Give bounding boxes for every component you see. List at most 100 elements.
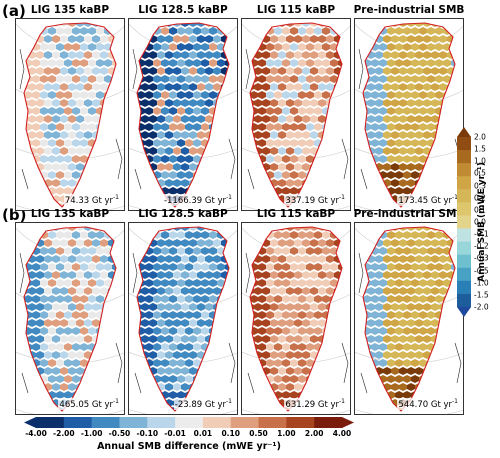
colorbar-tick-label: 0.2 — [474, 193, 486, 203]
integrated-smb-label: -23.89 Gt yr-1 — [173, 398, 233, 410]
colorbar-tick-label: 2.00 — [304, 429, 324, 438]
colorbar-segment — [230, 417, 260, 428]
integrated-smb-value: -23.89 Gt yr — [174, 400, 227, 410]
greenland-map: 631.29 Gt yr-1 — [241, 222, 351, 415]
colorbar-segment — [36, 417, 65, 428]
colorbar-segment — [457, 137, 471, 151]
panel-title: LIG 115 kaBP — [256, 4, 336, 16]
unit-exponent: -1 — [226, 194, 232, 202]
colorbar-tick-label: -1.00 — [80, 429, 103, 438]
difference-colorbar — [24, 417, 354, 428]
unit-exponent: -1 — [452, 398, 458, 406]
integrated-smb-value: -1166.39 Gt yr — [163, 196, 227, 206]
colorbar-segment — [457, 150, 471, 164]
colorbar-extend-min — [457, 307, 471, 317]
colorbar-tick-label: -2.0 — [474, 302, 489, 312]
colorbar-segment — [314, 417, 343, 428]
panel-title: LIG 128.5 kaBP — [138, 4, 228, 16]
integrated-smb-value: 544.70 Gt yr — [398, 400, 453, 410]
colorbar-tick-label: 1.0 — [474, 156, 486, 166]
colorbar-tick-label: 0.5 — [474, 168, 486, 178]
colorbar-tick-label: -0.50 — [108, 429, 131, 438]
colorbar-segment — [258, 417, 287, 428]
colorbar-tick-label: -4.00 — [25, 429, 47, 438]
colorbar-tick-label: 1.00 — [277, 429, 296, 438]
panel-title: Pre-industrial SMB — [353, 208, 465, 220]
integrated-smb-label: 173.45 Gt yr-1 — [397, 194, 459, 206]
unit-exponent: -1 — [339, 398, 345, 406]
colorbar-segment — [63, 417, 93, 428]
panel-title: LIG 135 kaBP — [30, 4, 110, 16]
smb-field — [129, 226, 237, 414]
integrated-smb-label: 74.33 Gt yr-1 — [63, 194, 120, 206]
colorbar-tick-label: 0.3 — [474, 181, 486, 191]
colorbar-segment — [457, 280, 471, 295]
colorbar-segment — [457, 202, 471, 216]
colorbar-tick-label: -0.3 — [474, 253, 489, 263]
smb-colorbar — [457, 127, 471, 317]
greenland-map: -23.89 Gt yr-1 — [128, 222, 238, 415]
greenland-map: 544.70 Gt yr-1 — [354, 222, 464, 415]
integrated-smb-value: 74.33 Gt yr — [64, 196, 114, 206]
colorbar-tick-label: 0.10 — [221, 429, 240, 438]
integrated-smb-label: 465.05 Gt yr-1 — [58, 398, 120, 410]
colorbar-tick-label: 4.00 — [332, 429, 352, 438]
colorbar-tick-label: 0.1 — [474, 205, 486, 215]
smb-field — [16, 226, 124, 414]
greenland-map: 465.05 Gt yr-1 — [15, 222, 125, 415]
colorbar-tick-label: 2.0 — [474, 132, 486, 142]
colorbar-tick-label: 1.5 — [474, 144, 486, 154]
unit-exponent: -1 — [452, 194, 458, 202]
difference-colorbar-title: Annual SMB difference (mWE yr⁻¹) — [97, 441, 281, 452]
colorbar-segment — [457, 228, 471, 243]
integrated-smb-label: 631.29 Gt yr-1 — [284, 398, 346, 410]
greenland-map: 337.19 Gt yr-1 — [241, 18, 351, 211]
smb-colorbar-title: Annual SMB (mWE yr⁻¹) — [477, 162, 487, 282]
colorbar-tick-label: -0.5 — [474, 266, 489, 276]
smb-field — [242, 22, 350, 210]
panel-title: LIG 135 kaBP — [30, 208, 110, 220]
colorbar-tick-label: -0.10 — [136, 429, 159, 438]
integrated-smb-value: 173.45 Gt yr — [398, 196, 453, 206]
panel-title: LIG 115 kaBP — [256, 208, 336, 220]
colorbar-segment — [457, 163, 471, 177]
panel-title: LIG 128.5 kaBP — [138, 208, 228, 220]
row-label-a: (a) — [2, 2, 26, 20]
integrated-smb-value: 465.05 Gt yr — [59, 400, 114, 410]
colorbar-extend-min — [24, 417, 36, 428]
colorbar-tick-label: 0.50 — [249, 429, 268, 438]
colorbar-segment — [457, 176, 471, 190]
colorbar-tick-label: -1.5 — [474, 290, 489, 300]
unit-exponent: -1 — [113, 194, 119, 202]
integrated-smb-label: 544.70 Gt yr-1 — [397, 398, 459, 410]
unit-exponent: -1 — [226, 398, 232, 406]
colorbar-segment — [457, 241, 471, 256]
colorbar-extend-max — [342, 417, 354, 428]
integrated-smb-label: -1166.39 Gt yr-1 — [162, 194, 233, 206]
colorbar-tick-label: 0.0 — [474, 217, 486, 227]
smb-field — [129, 22, 237, 210]
unit-exponent: -1 — [339, 194, 345, 202]
colorbar-segment — [457, 215, 471, 230]
colorbar-segment — [457, 189, 471, 203]
smb-field — [242, 226, 350, 414]
colorbar-segment — [457, 293, 471, 308]
colorbar-extend-max — [457, 127, 471, 137]
integrated-smb-label: 337.19 Gt yr-1 — [284, 194, 346, 206]
colorbar-tick-label: 0.01 — [193, 429, 213, 438]
smb-field — [16, 22, 124, 210]
panel-title: Pre-industrial SMB — [353, 4, 465, 16]
colorbar-segment — [175, 417, 204, 428]
colorbar-segment — [457, 254, 471, 269]
colorbar-segment — [119, 417, 148, 428]
greenland-map: 173.45 Gt yr-1 — [354, 18, 464, 211]
colorbar-tick-label: -0.01 — [164, 429, 186, 438]
integrated-smb-value: 631.29 Gt yr — [285, 400, 340, 410]
colorbar-segment — [457, 267, 471, 282]
colorbar-tick-label: -0.2 — [474, 241, 489, 251]
integrated-smb-value: 337.19 Gt yr — [285, 196, 340, 206]
unit-exponent: -1 — [113, 398, 119, 406]
greenland-map: 74.33 Gt yr-1 — [15, 18, 125, 211]
smb-field — [355, 226, 463, 414]
colorbar-tick-label: -0.1 — [474, 229, 489, 239]
